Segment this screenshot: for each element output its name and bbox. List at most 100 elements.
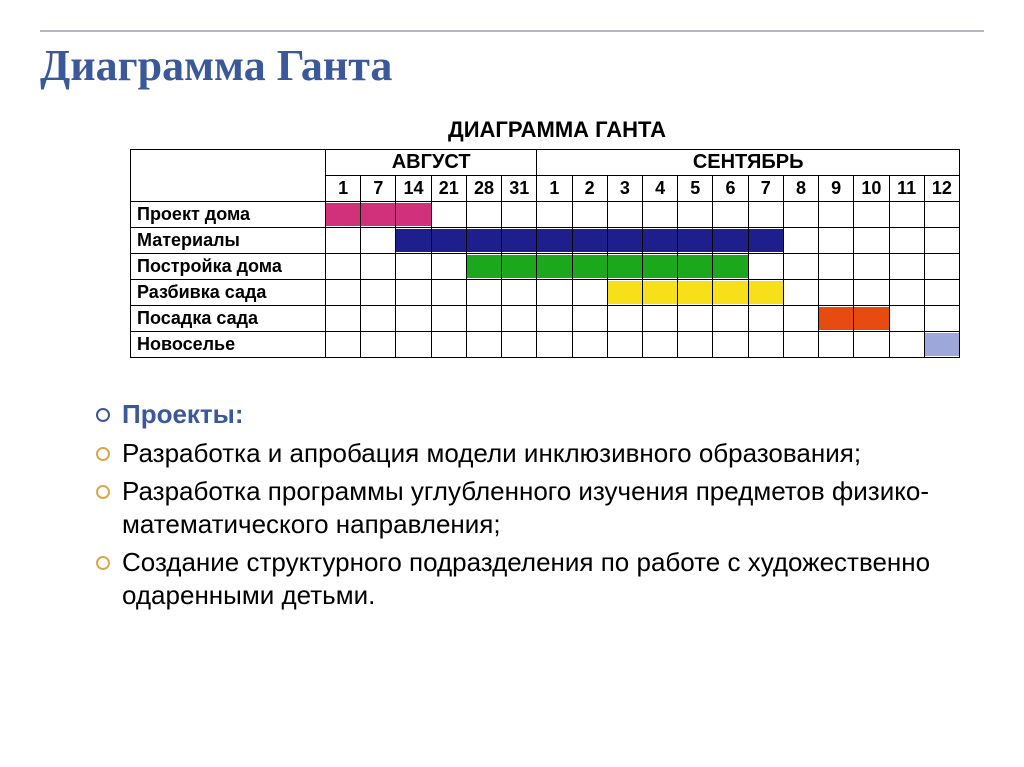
gantt-cell <box>748 254 783 280</box>
gantt-cell <box>396 280 431 306</box>
day-header: 7 <box>748 176 783 202</box>
day-header: 1 <box>537 176 572 202</box>
gantt-cell <box>924 332 959 358</box>
day-header: 11 <box>889 176 924 202</box>
task-header <box>131 150 326 202</box>
gantt-cell <box>537 202 572 228</box>
task-label: Новоселье <box>131 332 326 358</box>
list-item: Разработка и апробация модели инклюзивно… <box>90 437 984 470</box>
gantt-cell <box>607 332 642 358</box>
gantt-cell <box>502 306 537 332</box>
gantt-cell <box>537 306 572 332</box>
task-row: Разбивка сада <box>131 280 960 306</box>
gantt-cell <box>748 306 783 332</box>
gantt-cell <box>889 254 924 280</box>
gantt-bar <box>573 229 607 252</box>
task-row: Посадка сада <box>131 306 960 332</box>
task-row: Новоселье <box>131 332 960 358</box>
gantt-cell <box>396 254 431 280</box>
gantt-bar <box>678 255 712 278</box>
gantt-cell <box>396 202 431 228</box>
gantt-cell <box>361 280 396 306</box>
gantt-cell <box>396 332 431 358</box>
task-label: Материалы <box>131 228 326 254</box>
gantt-bar <box>925 333 959 356</box>
gantt-cell <box>466 306 501 332</box>
gantt-cell <box>678 280 713 306</box>
gantt-cell <box>431 254 466 280</box>
gantt-cell <box>642 228 677 254</box>
gantt-cell <box>607 202 642 228</box>
gantt-cell <box>326 306 361 332</box>
gantt-cell <box>678 306 713 332</box>
day-header: 2 <box>572 176 607 202</box>
gantt-cell <box>572 228 607 254</box>
gantt-bar <box>678 281 712 304</box>
gantt-cell <box>572 332 607 358</box>
gantt-cell <box>572 280 607 306</box>
gantt-cell <box>537 254 572 280</box>
gantt-bar <box>396 203 430 226</box>
task-label: Проект дома <box>131 202 326 228</box>
projects-heading: Проекты: <box>90 398 984 431</box>
gantt-cell <box>572 306 607 332</box>
gantt-cell <box>431 306 466 332</box>
gantt-cell <box>889 332 924 358</box>
gantt-cell <box>783 202 818 228</box>
gantt-bar <box>537 255 571 278</box>
month-header: СЕНТЯБРЬ <box>537 150 960 176</box>
gantt-cell <box>642 254 677 280</box>
gantt-cell <box>678 228 713 254</box>
gantt-cell <box>502 332 537 358</box>
gantt-bar <box>643 281 677 304</box>
gantt-cell <box>748 202 783 228</box>
gantt-cell <box>854 202 889 228</box>
gantt-cell <box>678 202 713 228</box>
gantt-cell <box>572 254 607 280</box>
gantt-cell <box>537 228 572 254</box>
task-row: Материалы <box>131 228 960 254</box>
gantt-cell <box>466 332 501 358</box>
gantt-cell <box>607 254 642 280</box>
gantt-cell <box>748 228 783 254</box>
gantt-bar <box>713 255 747 278</box>
gantt-bar <box>608 255 642 278</box>
gantt-bar <box>678 229 712 252</box>
day-header: 31 <box>502 176 537 202</box>
gantt-cell <box>326 254 361 280</box>
gantt-cell <box>854 228 889 254</box>
day-header: 10 <box>854 176 889 202</box>
gantt-cell <box>431 228 466 254</box>
gantt-cell <box>466 228 501 254</box>
gantt-cell <box>642 306 677 332</box>
day-header: 28 <box>466 176 501 202</box>
gantt-cell <box>502 228 537 254</box>
gantt-chart: ДИАГРАММА ГАНТА АВГУСТСЕНТЯБРЬ1714212831… <box>130 117 984 358</box>
gantt-cell <box>642 332 677 358</box>
gantt-cell <box>819 306 854 332</box>
gantt-cell <box>466 254 501 280</box>
task-label: Постройка дома <box>131 254 326 280</box>
title-rule <box>40 30 984 32</box>
task-label: Разбивка сада <box>131 280 326 306</box>
gantt-bar <box>643 255 677 278</box>
day-header: 21 <box>431 176 466 202</box>
gantt-bar <box>396 229 430 252</box>
gantt-bar <box>573 255 607 278</box>
gantt-cell <box>854 254 889 280</box>
gantt-cell <box>783 280 818 306</box>
gantt-cell <box>502 280 537 306</box>
gantt-cell <box>607 228 642 254</box>
gantt-cell <box>326 202 361 228</box>
gantt-cell <box>748 332 783 358</box>
gantt-cell <box>713 332 748 358</box>
gantt-cell <box>607 280 642 306</box>
gantt-bar <box>361 203 395 226</box>
gantt-cell <box>783 306 818 332</box>
gantt-cell <box>783 332 818 358</box>
day-header: 3 <box>607 176 642 202</box>
gantt-cell <box>466 202 501 228</box>
gantt-bar <box>537 229 571 252</box>
gantt-cell <box>854 306 889 332</box>
gantt-cell <box>361 306 396 332</box>
